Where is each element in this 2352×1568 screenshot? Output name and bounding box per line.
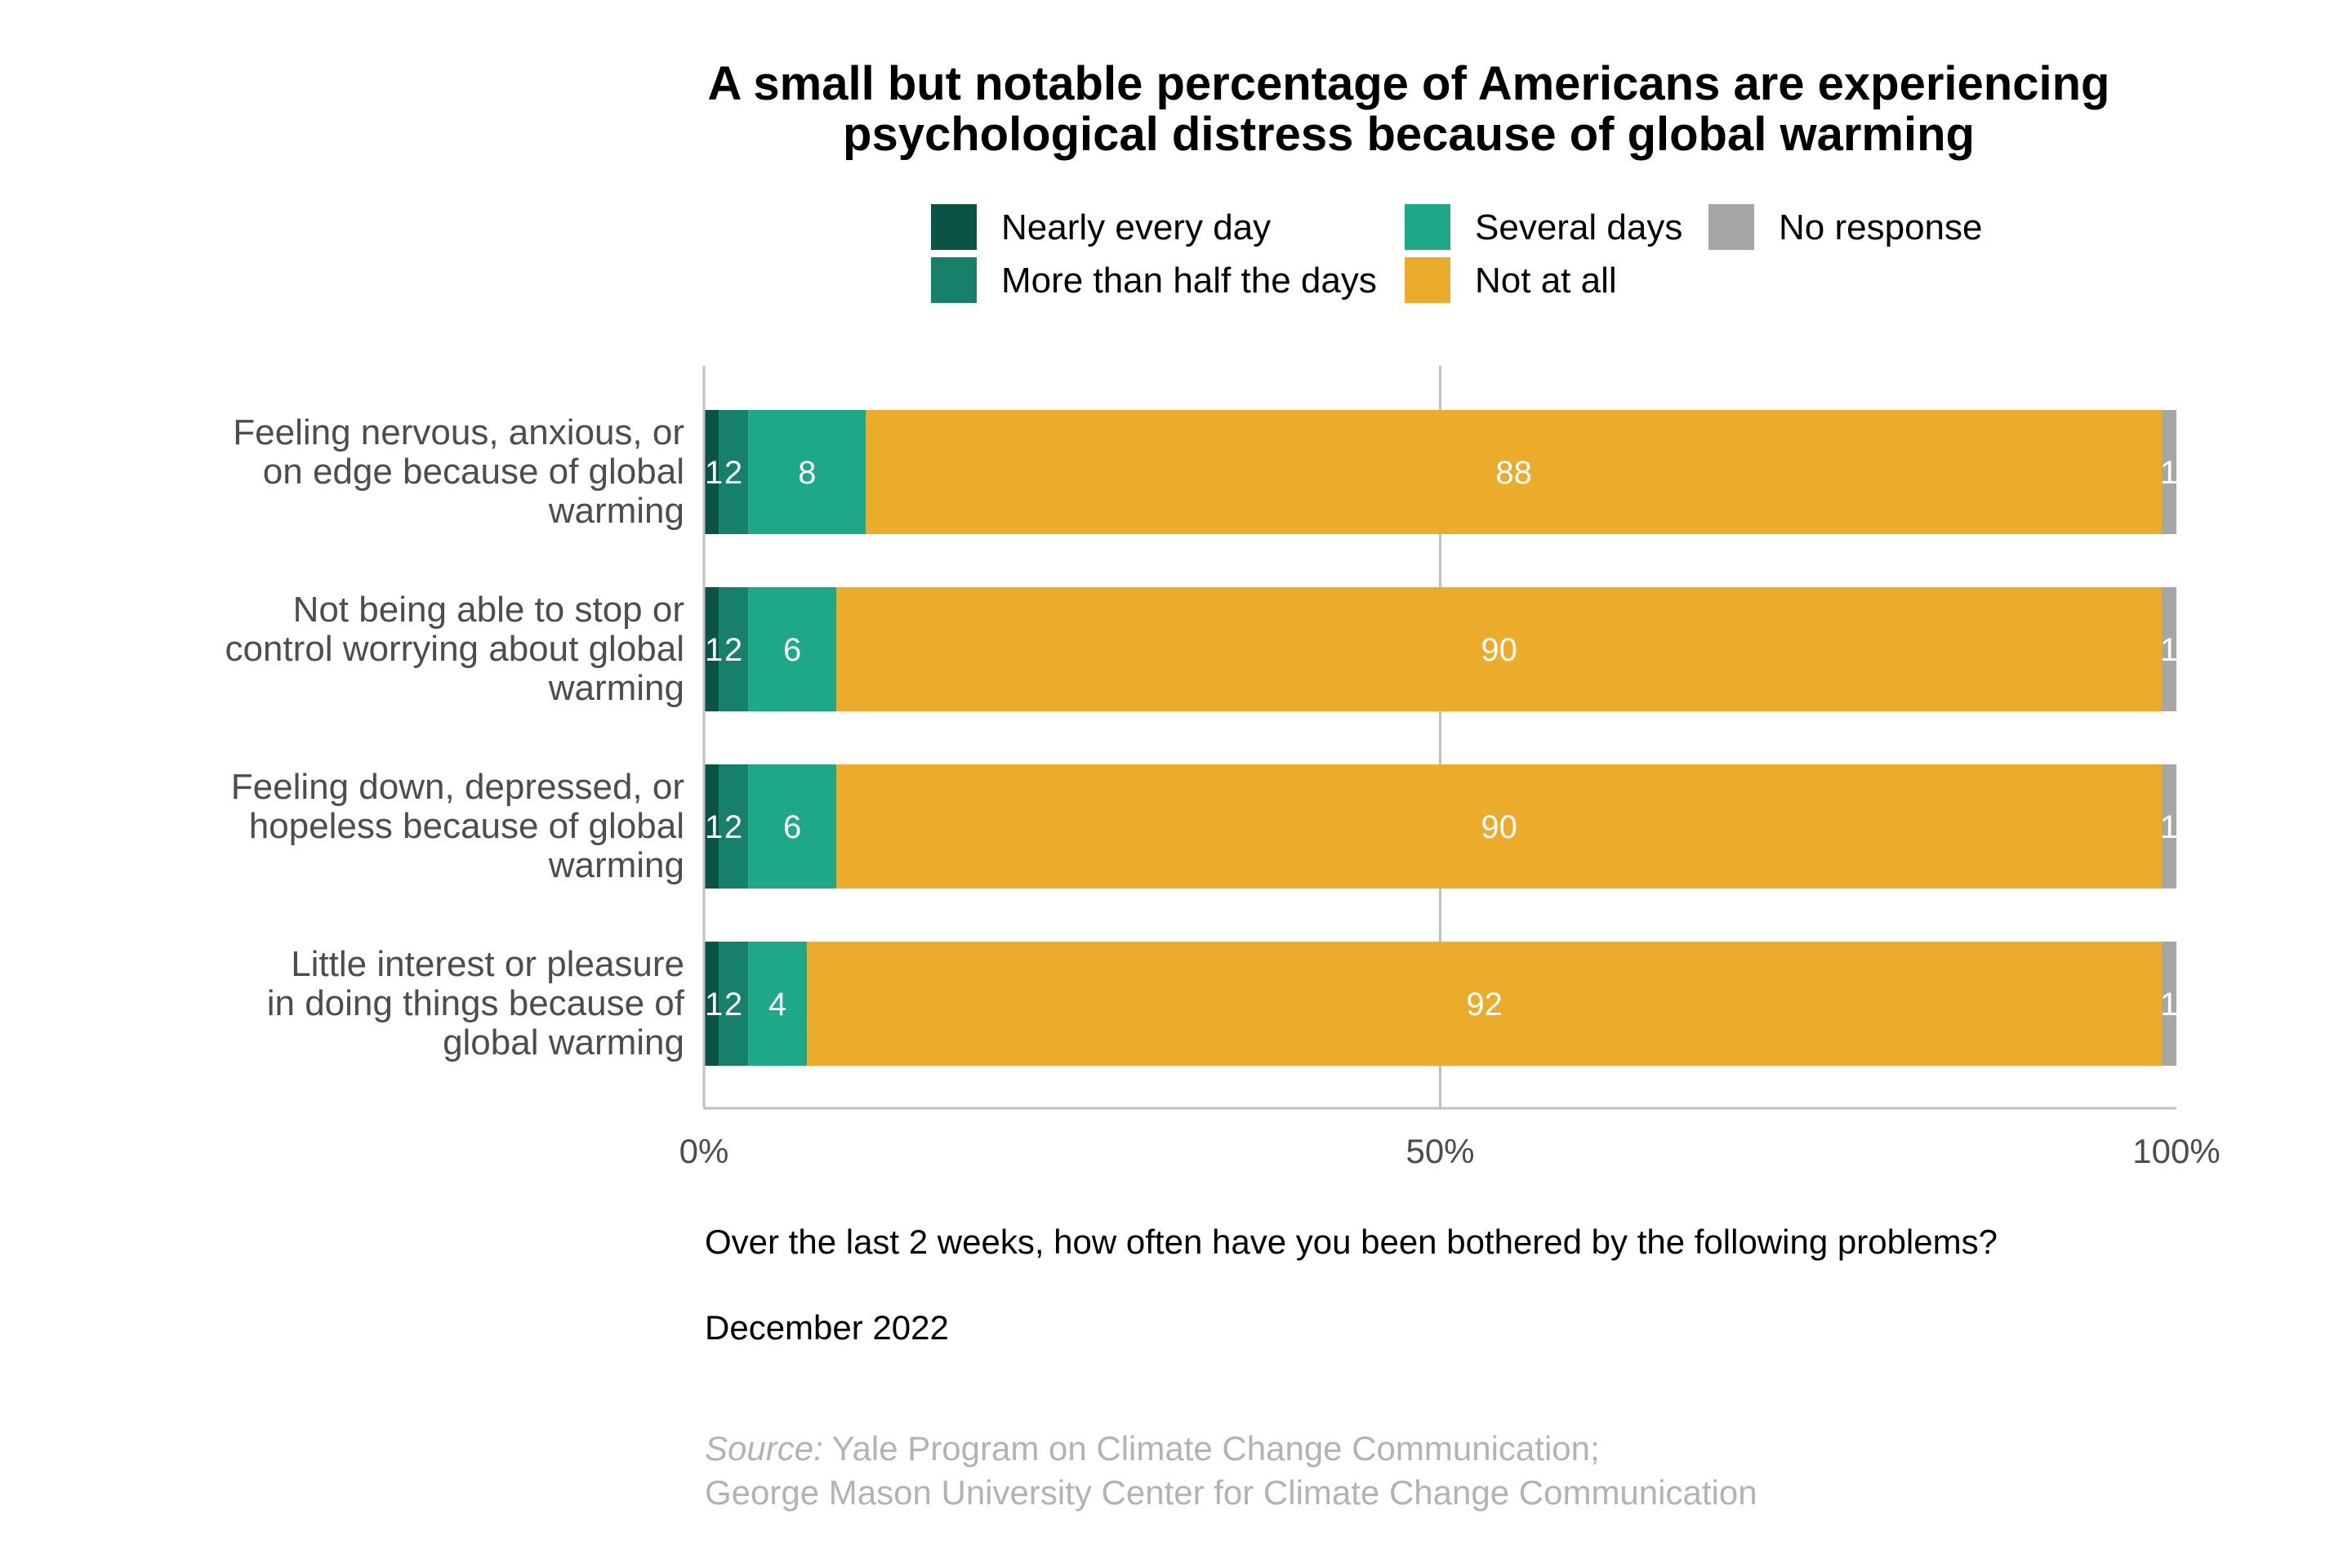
category-label-line: control worrying about global — [225, 629, 684, 669]
value-label-several-days-row-1: 8 — [798, 455, 816, 491]
bar-no-response-row-3 — [2161, 764, 2176, 889]
legend-swatch-not-at-all — [1405, 257, 1450, 303]
value-label-not-at-all-row-3: 90 — [1481, 809, 1517, 845]
legend-item-nearly-every-day: Nearly every day — [931, 204, 1271, 250]
legend-swatch-several-days — [1405, 204, 1450, 250]
value-label-no-response-row-2: 1 — [2160, 632, 2178, 668]
bar-more-than-half-the-days-row-1 — [719, 410, 749, 534]
bar-nearly-every-day-row-2 — [704, 587, 719, 711]
category-label-line: hopeless because of global — [249, 806, 684, 846]
value-label-no-response-row-3: 1 — [2160, 809, 2178, 845]
legend-swatch-more-than-half-the-days — [931, 257, 977, 303]
bar-nearly-every-day-row-3 — [704, 764, 719, 889]
value-label-more-than-half-the-days-row-2: 2 — [724, 632, 742, 668]
bar-more-than-half-the-days-row-2 — [719, 587, 749, 711]
bar-row-3: 1 2 6 90 1 — [704, 764, 2178, 889]
x-tick-label-100: 100% — [2132, 1132, 2220, 1170]
chart-title-line-1: A small but notable percentage of Americ… — [708, 57, 2110, 110]
category-label-line: global warming — [443, 1022, 684, 1062]
category-label-line: warming — [548, 668, 684, 708]
category-label-line: warming — [548, 845, 684, 885]
category-label-4: Little interest or pleasure in doing thin… — [267, 944, 685, 1062]
value-label-not-at-all-row-2: 90 — [1481, 632, 1517, 668]
legend-label-no-response: No response — [1779, 207, 1982, 247]
legend: Nearly every day More than half the days S… — [931, 204, 1982, 303]
source-text: Yale Program on Climate Change Communica… — [823, 1429, 1600, 1468]
value-label-more-than-half-the-days-row-4: 2 — [724, 987, 742, 1022]
bars: 1 2 8 88 11 2 6 90 11 2 6 90 11 2 4 92 1 — [704, 410, 2178, 1066]
legend-label-nearly-every-day: Nearly every day — [1001, 207, 1271, 247]
legend-item-several-days: Several days — [1405, 204, 1682, 250]
category-label-line: in doing things because of — [267, 983, 685, 1023]
bar-several-days-row-3 — [748, 764, 837, 889]
value-label-no-response-row-1: 1 — [2160, 455, 2178, 491]
value-label-several-days-row-4: 4 — [768, 987, 786, 1022]
value-label-nearly-every-day-row-3: 1 — [705, 809, 723, 845]
category-label-line: Little interest or pleasure — [291, 944, 684, 984]
value-label-several-days-row-3: 6 — [783, 809, 801, 845]
value-label-more-than-half-the-days-row-1: 2 — [724, 455, 742, 491]
legend-swatch-nearly-every-day — [931, 204, 977, 250]
bar-not-at-all-row-1 — [866, 410, 2162, 534]
category-label-3: Feeling down, depressed, or hopeless beca… — [231, 767, 684, 885]
x-tick-label-50: 50% — [1405, 1132, 1474, 1170]
bar-no-response-row-1 — [2161, 410, 2176, 534]
category-label-line: warming — [548, 491, 684, 531]
bar-several-days-row-4 — [748, 942, 808, 1066]
bar-nearly-every-day-row-1 — [704, 410, 719, 534]
legend-item-more-than-half-the-days: More than half the days — [931, 257, 1377, 303]
category-label-line: Feeling down, depressed, or — [231, 767, 684, 807]
bar-not-at-all-row-2 — [836, 587, 2162, 711]
legend-item-not-at-all: Not at all — [1405, 257, 1617, 303]
source-label: Source: — [705, 1429, 823, 1468]
value-label-several-days-row-2: 6 — [783, 632, 801, 668]
bar-row-2: 1 2 6 90 1 — [704, 587, 2178, 711]
bar-not-at-all-row-3 — [836, 764, 2162, 889]
source-line-2: George Mason University Center for Clima… — [705, 1473, 1757, 1512]
category-label-1: Feeling nervous, anxious, or on edge beca… — [233, 412, 684, 531]
y-axis-labels: Feeling nervous, anxious, or on edge beca… — [225, 412, 684, 1062]
value-label-not-at-all-row-1: 88 — [1495, 455, 1532, 491]
bar-no-response-row-4 — [2161, 942, 2176, 1066]
bar-not-at-all-row-4 — [807, 942, 2162, 1066]
chart-title-line-2: psychological distress because of global… — [843, 108, 1975, 161]
value-label-not-at-all-row-4: 92 — [1466, 987, 1503, 1022]
category-label-line: Not being able to stop or — [293, 590, 684, 630]
x-axis: 0% 50% 100% — [679, 366, 2221, 1170]
category-label-2: Not being able to stop or control worryin… — [225, 590, 684, 708]
value-label-nearly-every-day-row-1: 1 — [705, 455, 723, 491]
bar-several-days-row-1 — [748, 410, 866, 534]
bar-more-than-half-the-days-row-3 — [719, 764, 749, 889]
value-label-more-than-half-the-days-row-3: 2 — [724, 809, 742, 845]
legend-label-more-than-half-the-days: More than half the days — [1001, 261, 1377, 301]
source-line-1: Source: Yale Program on Climate Change C… — [705, 1429, 1600, 1468]
legend-item-no-response: No response — [1708, 204, 1982, 250]
bar-no-response-row-2 — [2161, 587, 2176, 711]
bar-row-1: 1 2 8 88 1 — [704, 410, 2178, 534]
bar-more-than-half-the-days-row-4 — [719, 942, 749, 1066]
caption-date: December 2022 — [705, 1308, 949, 1347]
x-tick-label-0: 0% — [679, 1132, 729, 1170]
legend-label-several-days: Several days — [1475, 207, 1682, 247]
bar-row-4: 1 2 4 92 1 — [704, 942, 2178, 1066]
category-label-line: on edge because of global — [263, 452, 684, 492]
value-label-no-response-row-4: 1 — [2160, 987, 2178, 1022]
caption-question: Over the last 2 weeks, how often have yo… — [705, 1223, 1998, 1261]
value-label-nearly-every-day-row-4: 1 — [705, 987, 723, 1022]
value-label-nearly-every-day-row-2: 1 — [705, 632, 723, 668]
legend-label-not-at-all: Not at all — [1475, 261, 1617, 301]
category-label-line: Feeling nervous, anxious, or — [233, 412, 684, 452]
legend-swatch-no-response — [1708, 204, 1754, 250]
bar-several-days-row-2 — [748, 587, 837, 711]
bar-nearly-every-day-row-4 — [704, 942, 719, 1066]
